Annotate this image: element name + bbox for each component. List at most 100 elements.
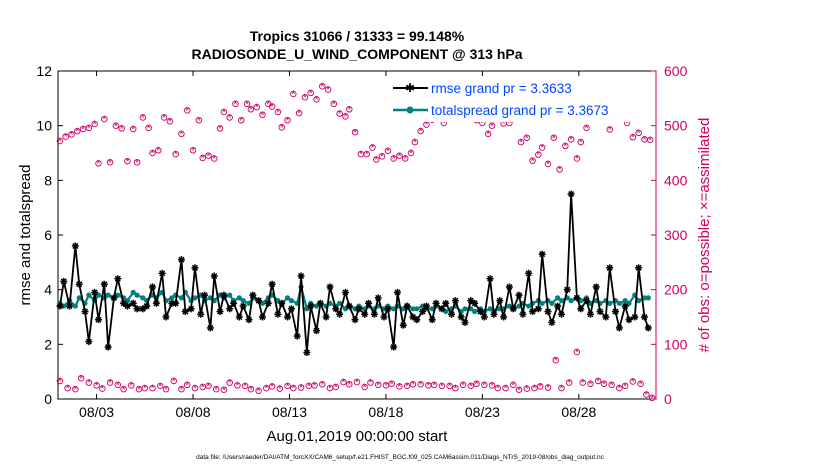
rmse-point bbox=[143, 302, 151, 310]
totalspread-point bbox=[86, 292, 92, 298]
obs-upper-point-possible bbox=[346, 106, 353, 113]
legend-spread-label: totalspread grand pr = 3.3673 bbox=[431, 103, 609, 118]
rmse-point-stroke bbox=[172, 300, 179, 307]
totalspread-point bbox=[115, 292, 121, 298]
obs-upper-point-possible bbox=[199, 154, 206, 162]
obs-upper-point-assimilated: * bbox=[486, 129, 490, 140]
y-left-tick-label: 4 bbox=[44, 282, 52, 298]
obs-lower-point-assimilated: * bbox=[405, 381, 409, 392]
rmse-point bbox=[635, 264, 643, 272]
obs-upper-point-assimilated: * bbox=[502, 119, 506, 130]
y-right-tick-label: 300 bbox=[664, 227, 688, 243]
obs-upper-point-assimilated: * bbox=[343, 112, 347, 123]
obs-upper-point-possible bbox=[129, 125, 137, 133]
rmse-point-stroke bbox=[182, 308, 189, 315]
obs-lower-point-possible bbox=[276, 385, 284, 392]
rmse-point bbox=[370, 310, 378, 318]
rmse-point bbox=[149, 283, 157, 291]
x-axis-label: Aug.01,2019 00:00:00 start bbox=[267, 428, 449, 445]
rmse-point-stroke bbox=[597, 308, 604, 315]
obs-upper-point-possible bbox=[319, 83, 326, 90]
rmse-point-stroke bbox=[191, 264, 198, 271]
obs-upper-point-assimilated: * bbox=[519, 138, 523, 149]
obs-upper-point-possible bbox=[378, 153, 386, 160]
obs-lower-point-possible bbox=[573, 348, 581, 356]
obs-upper-point-assimilated: * bbox=[218, 124, 222, 135]
rmse-point-stroke bbox=[323, 313, 330, 321]
rmse-point bbox=[91, 288, 99, 296]
obs-lower-point-assimilated: * bbox=[469, 381, 473, 392]
rmse-point-stroke bbox=[259, 313, 266, 321]
rmse-point-stroke bbox=[554, 303, 561, 310]
totalspread-point bbox=[246, 300, 252, 306]
obs-lower-point-possible bbox=[212, 385, 220, 393]
rmse-point bbox=[554, 302, 562, 310]
rmse-point-stroke bbox=[178, 256, 185, 263]
obs-lower-point-assimilated: * bbox=[58, 377, 62, 388]
rmse-point-stroke bbox=[496, 297, 503, 304]
obs-lower-point-assimilated: * bbox=[235, 381, 239, 392]
obs-upper-point-possible bbox=[417, 127, 424, 135]
totalspread-point bbox=[636, 298, 642, 304]
obs-lower-point-assimilated: * bbox=[602, 379, 606, 390]
rmse-point bbox=[239, 302, 247, 310]
totalspread-point bbox=[61, 303, 67, 309]
rmse-point bbox=[172, 299, 180, 307]
rmse-point bbox=[322, 313, 330, 321]
rmse-point bbox=[505, 283, 513, 291]
obs-upper-point-possible bbox=[274, 108, 282, 116]
totalspread-point bbox=[555, 295, 561, 301]
totalspread-point bbox=[414, 306, 420, 312]
obs-upper-point-assimilated: * bbox=[642, 135, 646, 146]
obs-upper-point-assimilated: * bbox=[303, 93, 307, 104]
obs-lower-point-assimilated: * bbox=[461, 380, 465, 391]
obs-upper-point-possible bbox=[484, 130, 492, 138]
rmse-point-stroke bbox=[641, 313, 648, 321]
rmse-point-stroke bbox=[294, 333, 301, 340]
y-right-tick-label: 600 bbox=[664, 63, 688, 79]
obs-lower-point-possible bbox=[361, 383, 368, 391]
rmse-point-stroke bbox=[616, 324, 623, 331]
rmse-point-stroke bbox=[487, 275, 494, 282]
totalspread-point bbox=[198, 292, 204, 298]
obs-lower-point-possible bbox=[247, 385, 255, 393]
obs-upper-point-possible bbox=[139, 114, 147, 121]
obs-lower-point-possible bbox=[241, 382, 249, 390]
obs-upper-point-assimilated: * bbox=[320, 82, 324, 93]
obs-lower-point-assimilated: * bbox=[426, 381, 430, 392]
rmse-point bbox=[197, 310, 205, 318]
obs-lower-point-possible bbox=[459, 381, 467, 389]
y-left-tick-label: 0 bbox=[44, 391, 52, 407]
obs-lower-point-possible bbox=[643, 391, 650, 398]
obs-upper-point-assimilated: * bbox=[631, 133, 635, 144]
obs-lower-point-assimilated: * bbox=[172, 377, 176, 388]
totalspread-point bbox=[616, 300, 622, 306]
rmse-point bbox=[448, 310, 456, 318]
obs-lower-point-assimilated: * bbox=[596, 377, 600, 388]
rmse-point bbox=[56, 302, 64, 310]
obs-lower-point-assimilated: * bbox=[286, 381, 290, 392]
rmse-point-stroke bbox=[134, 305, 141, 312]
rmse-point bbox=[220, 291, 228, 299]
obs-upper-point-assimilated: * bbox=[280, 123, 284, 134]
rmse-point-stroke bbox=[612, 308, 619, 315]
obs-upper-point-assimilated: * bbox=[397, 151, 401, 162]
obs-lower-point-assimilated: * bbox=[116, 380, 120, 391]
rmse-point-stroke bbox=[539, 251, 546, 258]
rmse-point bbox=[534, 305, 542, 313]
rmse-point-stroke bbox=[361, 311, 368, 318]
rmse-point bbox=[191, 264, 199, 272]
obs-upper-point-assimilated: * bbox=[114, 121, 118, 132]
obs-lower-point-assimilated: * bbox=[164, 385, 168, 396]
rmse-point bbox=[158, 269, 166, 277]
obs-lower-point-possible bbox=[552, 356, 559, 364]
rmse-point bbox=[60, 277, 68, 285]
totalspread-point bbox=[76, 295, 82, 301]
obs-lower-point-possible bbox=[149, 384, 156, 392]
totalspread-point bbox=[400, 306, 406, 312]
obs-lower-point-possible bbox=[263, 384, 270, 392]
rmse-point bbox=[123, 302, 131, 310]
obs-upper-point-assimilated: * bbox=[108, 158, 112, 169]
obs-upper-point-possible bbox=[106, 159, 114, 166]
obs-lower-point-assimilated: * bbox=[639, 379, 643, 390]
